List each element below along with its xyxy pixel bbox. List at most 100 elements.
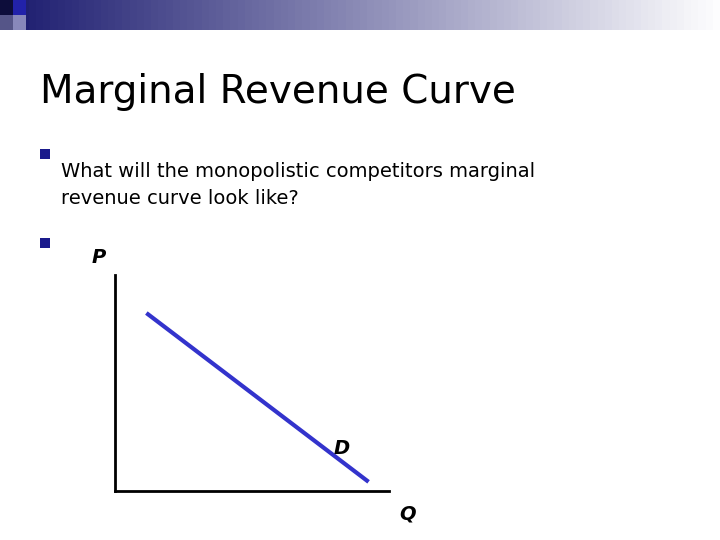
Bar	[223, 0, 231, 30]
Bar	[14, 0, 22, 30]
Bar	[302, 0, 310, 30]
Bar	[353, 0, 361, 30]
Bar	[72, 0, 80, 30]
Bar	[40, 149, 50, 159]
Bar	[259, 0, 267, 30]
Bar	[29, 0, 37, 30]
Bar	[389, 0, 397, 30]
Bar	[691, 0, 699, 30]
Bar	[655, 0, 663, 30]
Bar	[410, 0, 418, 30]
Bar	[202, 0, 210, 30]
Bar	[65, 0, 73, 30]
Bar	[504, 0, 512, 30]
Bar	[698, 0, 706, 30]
Bar	[166, 0, 174, 30]
Bar	[43, 0, 51, 30]
Bar	[461, 0, 469, 30]
Bar	[612, 0, 620, 30]
Bar	[648, 0, 656, 30]
Bar	[151, 0, 159, 30]
Bar	[274, 0, 282, 30]
Bar	[446, 0, 454, 30]
Bar	[317, 0, 325, 30]
Bar	[598, 0, 606, 30]
Bar	[382, 0, 390, 30]
Bar	[158, 0, 166, 30]
Bar	[137, 0, 145, 30]
Bar	[396, 0, 404, 30]
Bar	[475, 0, 483, 30]
Bar	[533, 0, 541, 30]
Bar	[626, 0, 634, 30]
Bar	[331, 0, 339, 30]
Bar	[130, 0, 138, 30]
Bar	[216, 0, 224, 30]
Bar	[50, 0, 58, 30]
Bar	[360, 0, 368, 30]
Bar	[590, 0, 598, 30]
Bar	[374, 0, 382, 30]
Bar	[619, 0, 627, 30]
Text: Marginal Revenue Curve: Marginal Revenue Curve	[40, 73, 516, 111]
Bar	[266, 0, 274, 30]
Bar	[511, 0, 519, 30]
Bar	[576, 0, 584, 30]
Text: What will the monopolistic competitors marginal
revenue curve look like?: What will the monopolistic competitors m…	[61, 162, 536, 207]
Bar	[79, 0, 87, 30]
Bar	[662, 0, 670, 30]
Bar	[634, 0, 642, 30]
Bar	[540, 0, 548, 30]
Bar	[40, 238, 50, 248]
Bar	[180, 0, 188, 30]
Bar	[58, 0, 66, 30]
Bar	[684, 0, 692, 30]
Bar	[13, 15, 26, 30]
Bar	[173, 0, 181, 30]
Bar	[209, 0, 217, 30]
Bar	[403, 0, 411, 30]
Bar	[497, 0, 505, 30]
Bar	[0, 0, 13, 15]
Bar	[295, 0, 303, 30]
Bar	[338, 0, 346, 30]
Text: Q: Q	[400, 504, 416, 523]
Bar	[554, 0, 562, 30]
Bar	[547, 0, 555, 30]
Bar	[490, 0, 498, 30]
Bar	[144, 0, 152, 30]
Bar	[468, 0, 476, 30]
Bar	[324, 0, 332, 30]
Bar	[238, 0, 246, 30]
Bar	[0, 15, 13, 30]
Bar	[36, 0, 44, 30]
Bar	[641, 0, 649, 30]
Bar	[518, 0, 526, 30]
Bar	[94, 0, 102, 30]
Bar	[706, 0, 714, 30]
Bar	[583, 0, 591, 30]
Bar	[86, 0, 94, 30]
Bar	[115, 0, 123, 30]
Bar	[432, 0, 440, 30]
Bar	[288, 0, 296, 30]
Bar	[569, 0, 577, 30]
Bar	[101, 0, 109, 30]
Bar	[194, 0, 202, 30]
Text: P: P	[91, 248, 106, 267]
Bar	[439, 0, 447, 30]
Bar	[122, 0, 130, 30]
Bar	[454, 0, 462, 30]
Bar	[108, 0, 116, 30]
Bar	[713, 0, 720, 30]
Bar	[482, 0, 490, 30]
Bar	[22, 0, 30, 30]
Bar	[526, 0, 534, 30]
Bar	[187, 0, 195, 30]
Bar	[252, 0, 260, 30]
Bar	[677, 0, 685, 30]
Bar	[230, 0, 238, 30]
Bar	[245, 0, 253, 30]
Bar	[425, 0, 433, 30]
Bar	[367, 0, 375, 30]
